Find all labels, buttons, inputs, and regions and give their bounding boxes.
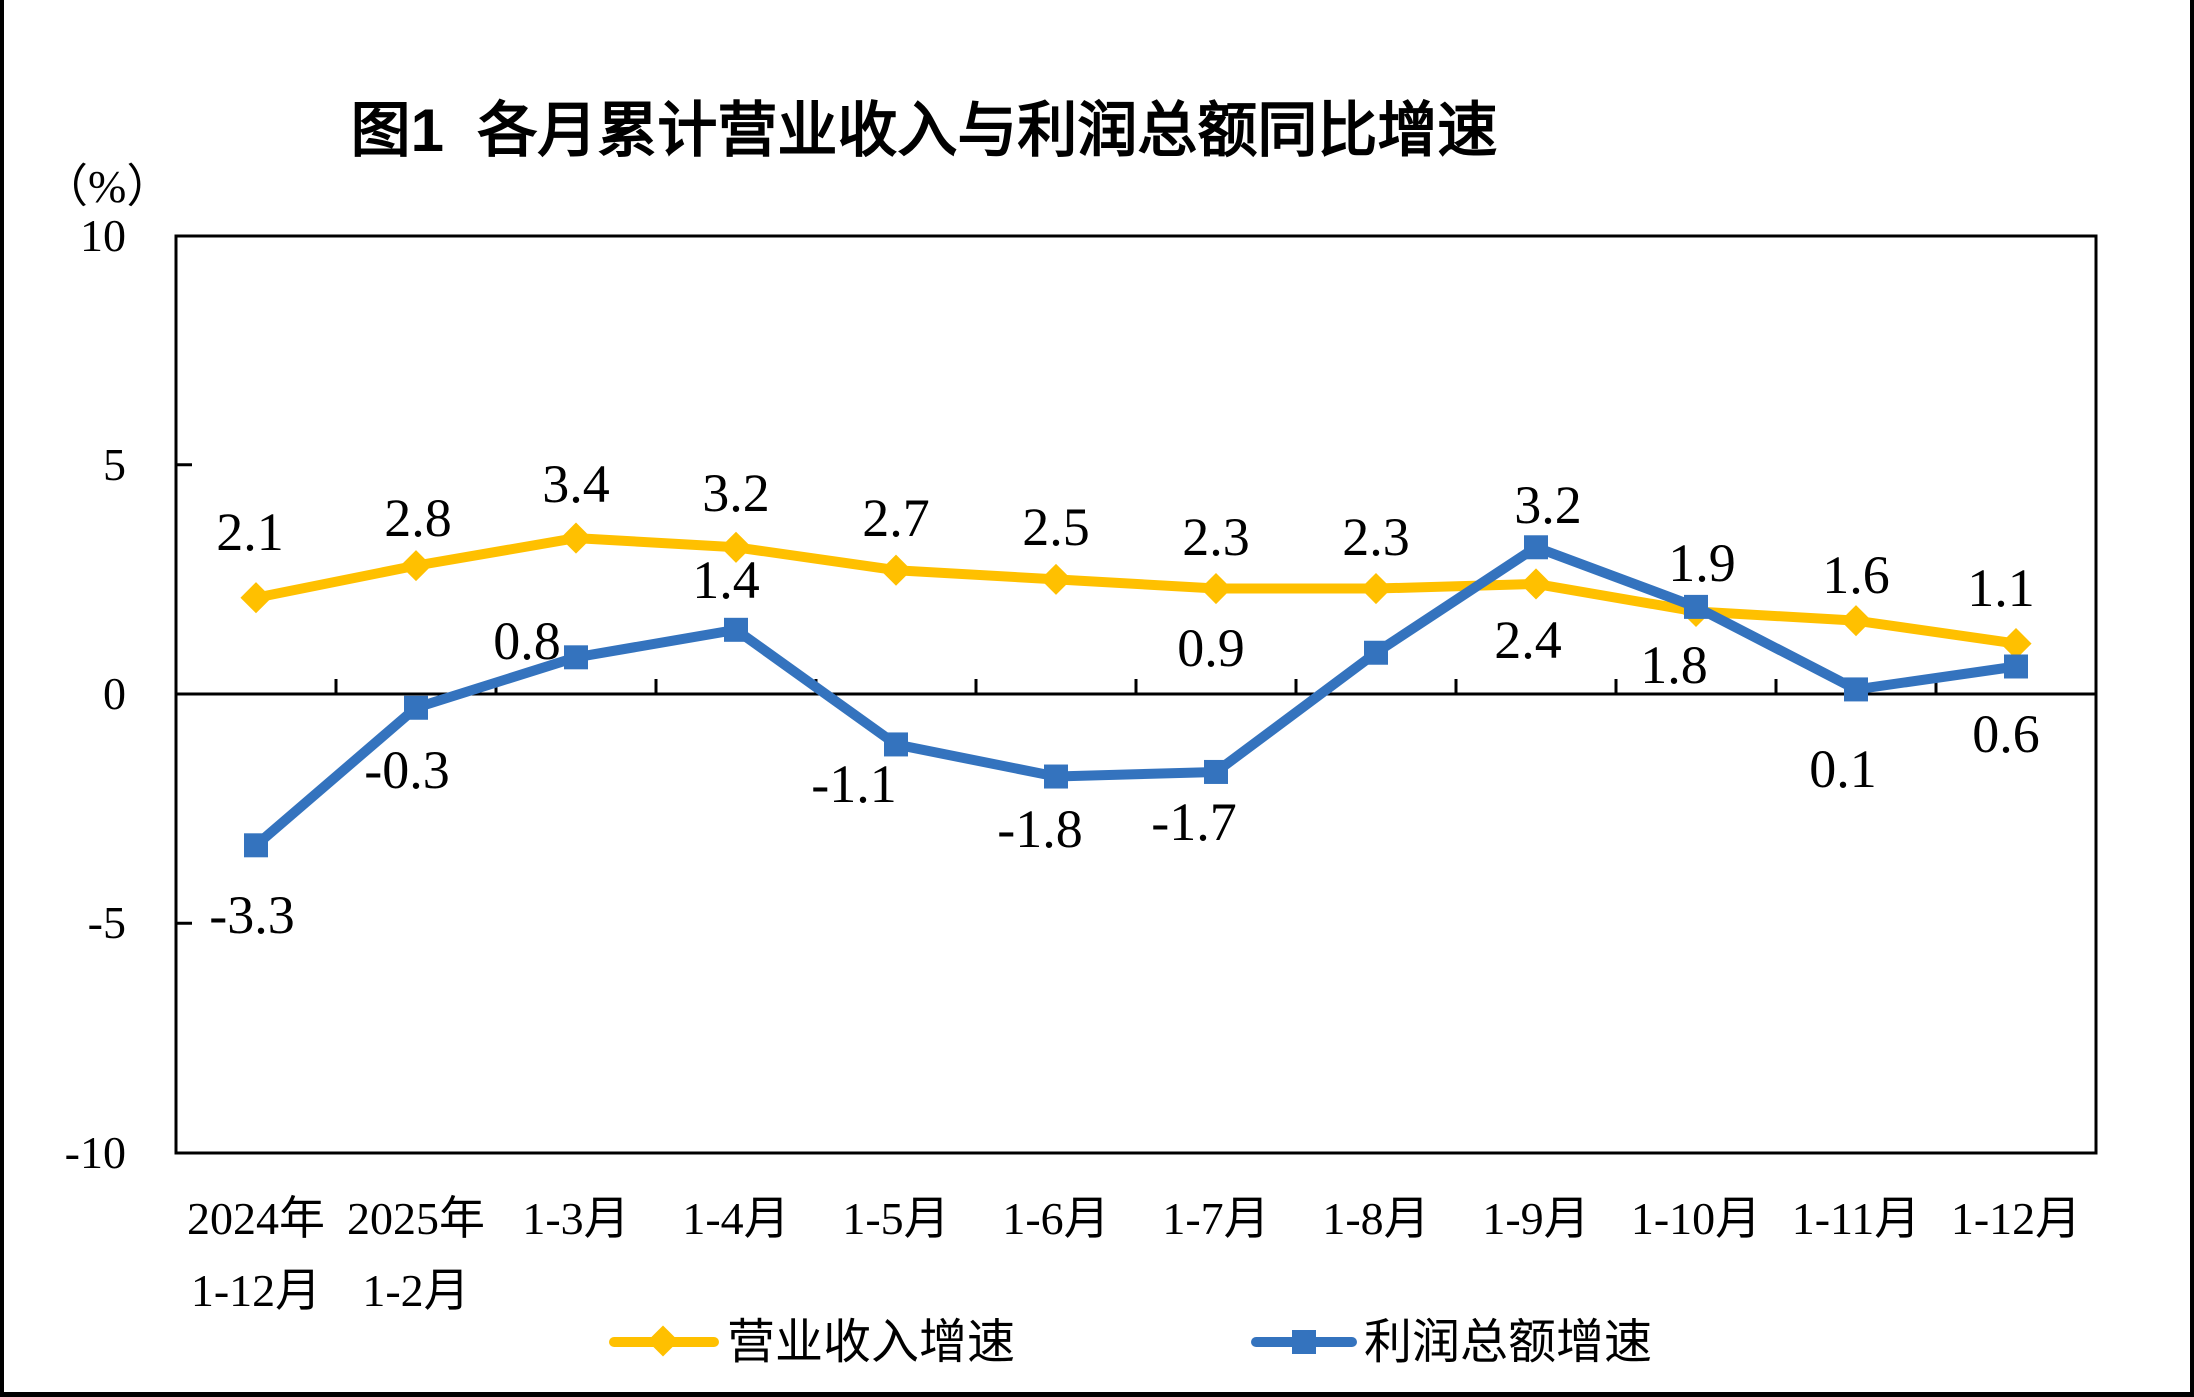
y-tick-label: -5 bbox=[87, 897, 126, 949]
x-category-label: 1-2月 bbox=[362, 1265, 470, 1316]
data-label-profit: -3.3 bbox=[209, 885, 295, 946]
series-profit-marker bbox=[1204, 759, 1228, 784]
series-revenue-marker bbox=[1200, 572, 1232, 605]
y-axis-unit-label: （%） bbox=[42, 161, 173, 212]
series-profit-marker bbox=[1844, 677, 1868, 702]
series-revenue-marker bbox=[400, 550, 432, 582]
series-profit-marker bbox=[884, 732, 908, 757]
x-category-label: 1-12月 bbox=[1950, 1193, 2082, 1244]
x-category-label: 1-9月 bbox=[1482, 1193, 1590, 1244]
series-profit-marker bbox=[1684, 594, 1708, 619]
x-category-label: 1-5月 bbox=[842, 1193, 950, 1244]
series-profit-line bbox=[251, 542, 2021, 851]
data-label-revenue: 2.1 bbox=[216, 501, 284, 562]
x-category-label: 1-4月 bbox=[682, 1193, 790, 1244]
y-tick-label: 5 bbox=[103, 438, 126, 490]
data-label-profit: 1.9 bbox=[1668, 532, 1736, 593]
series-revenue-marker bbox=[1520, 568, 1552, 600]
data-label-revenue: 3.4 bbox=[542, 454, 610, 515]
data-label-profit: 0.1 bbox=[1809, 739, 1877, 800]
x-category-label: 2025年 bbox=[347, 1193, 485, 1244]
chart-title: 图1 各月累计营业收入与利润总额同比增速 bbox=[350, 97, 1498, 164]
data-label-revenue: 3.2 bbox=[702, 463, 770, 524]
data-label-revenue: 2.8 bbox=[384, 487, 452, 548]
data-label-revenue: 1.1 bbox=[1967, 557, 2035, 618]
series-revenue-marker bbox=[240, 582, 272, 614]
series-revenue-marker bbox=[880, 554, 912, 586]
data-label-profit: -0.3 bbox=[364, 739, 450, 800]
y-tick-label: 0 bbox=[103, 668, 126, 719]
series-revenue-marker bbox=[560, 522, 592, 554]
data-label-revenue: 1.8 bbox=[1640, 635, 1708, 696]
x-category-label: 1-6月 bbox=[1002, 1193, 1110, 1244]
data-label-revenue: 1.6 bbox=[1822, 544, 1890, 605]
data-label-revenue: 2.3 bbox=[1182, 506, 1250, 567]
x-category-label: 2024年 bbox=[187, 1193, 325, 1244]
data-label-profit: -1.7 bbox=[1151, 791, 1237, 852]
series-profit-marker bbox=[1044, 764, 1068, 789]
chart-canvas bbox=[174, 234, 2098, 1155]
series-revenue-marker bbox=[2000, 628, 2032, 660]
x-category-label: 1-7月 bbox=[1162, 1193, 1270, 1244]
series-profit-marker bbox=[1364, 640, 1388, 665]
y-tick-label: 10 bbox=[80, 209, 126, 261]
x-category-label: 1-8月 bbox=[1322, 1193, 1430, 1244]
series-revenue-marker bbox=[1840, 605, 1872, 637]
x-category-label: 1-11月 bbox=[1791, 1193, 1921, 1244]
series-profit-marker bbox=[2004, 654, 2028, 679]
data-label-profit: 0.6 bbox=[1972, 704, 2040, 765]
data-label-profit: -1.1 bbox=[811, 754, 897, 815]
data-label-revenue: 2.5 bbox=[1022, 497, 1090, 558]
series-revenue-line bbox=[251, 533, 2021, 649]
series-profit-marker bbox=[564, 645, 588, 670]
series-profit-marker bbox=[404, 695, 428, 720]
x-category-label: 1-10月 bbox=[1630, 1193, 1762, 1244]
y-tick-label: -10 bbox=[64, 1126, 126, 1178]
data-label-revenue: 2.3 bbox=[1342, 506, 1410, 567]
data-label-profit: -1.8 bbox=[997, 798, 1083, 859]
series-profit-marker bbox=[1524, 535, 1548, 560]
data-label-revenue: 2.7 bbox=[862, 488, 930, 549]
legend-profit-square-icon bbox=[1292, 1330, 1316, 1354]
x-category-label: 1-12月 bbox=[190, 1265, 322, 1316]
series-profit-marker bbox=[724, 617, 748, 642]
series-profit-marker bbox=[244, 833, 268, 858]
data-label-revenue: 2.4 bbox=[1494, 609, 1562, 670]
data-label-profit: 0.8 bbox=[493, 611, 561, 672]
series-revenue-marker bbox=[1040, 563, 1072, 595]
x-category-label: 1-3月 bbox=[522, 1193, 630, 1244]
series-revenue-marker bbox=[1360, 572, 1392, 605]
legend-profit-label: 利润总额增速 bbox=[1364, 1316, 1653, 1369]
data-label-profit: 0.9 bbox=[1177, 617, 1245, 678]
data-label-profit: 1.4 bbox=[692, 549, 760, 610]
legend-revenue-label: 营业收入增速 bbox=[727, 1316, 1016, 1369]
data-label-profit: 3.2 bbox=[1514, 475, 1582, 536]
